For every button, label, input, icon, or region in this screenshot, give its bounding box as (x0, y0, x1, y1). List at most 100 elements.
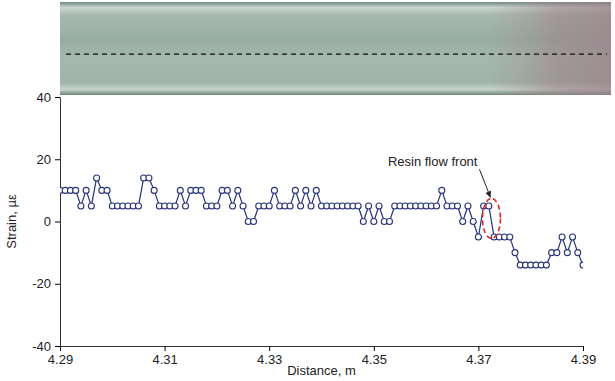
data-point (308, 203, 314, 209)
y-tick: 20 (37, 152, 60, 167)
x-axis-title: Distance, m (287, 363, 356, 378)
x-tick-label: 4.37 (466, 352, 491, 367)
x-tick-mark (374, 346, 375, 351)
y-axis-title: Strain, µε (4, 194, 19, 249)
y-tick: 40 (37, 90, 60, 105)
annotation: Resin flow front (388, 154, 501, 238)
data-point (151, 187, 157, 193)
x-tick-label: 4.35 (362, 352, 387, 367)
x-tick-mark (478, 346, 479, 351)
data-point (198, 187, 204, 193)
data-point (355, 203, 361, 209)
x-tick: 4.33 (257, 346, 282, 367)
data-point (235, 187, 241, 193)
x-tick-label: 4.33 (257, 352, 282, 367)
data-point (470, 219, 476, 225)
data-point (224, 187, 230, 193)
x-axis-line (61, 347, 584, 352)
data-point (73, 187, 79, 193)
x-tick: 4.35 (362, 346, 387, 367)
x-tick-label: 4.31 (152, 352, 177, 367)
y-tick-mark (55, 159, 60, 160)
data-point (570, 234, 576, 240)
y-tick-mark (55, 222, 60, 223)
x-tick-label: 4.39 (571, 352, 596, 367)
data-point (251, 219, 257, 225)
y-tick-label: 20 (37, 152, 51, 167)
y-tick-label: -40 (32, 339, 51, 354)
data-point (439, 187, 445, 193)
photo-strip (60, 2, 611, 95)
data-point (292, 187, 298, 193)
annotation-arrow (479, 169, 490, 197)
chart: 4.29 4.31 4.33 4.35 4.37 4.39 -40 -20 0 20 40 Dista… (0, 0, 615, 381)
x-tick: 4.31 (152, 346, 177, 367)
x-tick-mark (269, 346, 270, 351)
plot-marks (60, 175, 583, 268)
data-point (78, 203, 84, 209)
data-point (146, 175, 152, 181)
fiber-line (66, 53, 607, 54)
data-point (303, 187, 309, 193)
y-tick-label: 0 (44, 214, 51, 229)
highlight-ellipse (482, 198, 500, 238)
annotation-text: Resin flow front (388, 154, 478, 169)
annotation-arrowhead (485, 191, 491, 198)
photo-tint (60, 2, 611, 95)
data-point (507, 234, 513, 240)
data-point (559, 234, 565, 240)
data-point (298, 203, 304, 209)
data-point (554, 250, 560, 256)
data-point (240, 203, 246, 209)
data-point (214, 203, 220, 209)
data-point (88, 203, 94, 209)
data-point (575, 250, 581, 256)
y-tick: 0 (44, 214, 60, 229)
data-point (266, 203, 272, 209)
data-point (434, 203, 440, 209)
data-point (512, 250, 518, 256)
plot-area (60, 97, 583, 346)
x-tick: 4.37 (466, 346, 491, 367)
y-tick-label: -20 (32, 276, 51, 291)
data-point (543, 262, 549, 268)
data-point (486, 203, 492, 209)
y-tick-mark (55, 346, 60, 347)
data-point (386, 219, 392, 225)
data-point (475, 234, 481, 240)
y-tick-mark (55, 284, 60, 285)
data-point (271, 187, 277, 193)
y-tick-mark (55, 97, 60, 98)
data-point (183, 203, 189, 209)
x-tick: 4.29 (48, 346, 73, 367)
y-axis: -40 -20 0 20 40 (32, 90, 60, 354)
data-point (580, 262, 583, 268)
photo (60, 2, 611, 95)
data-point (371, 219, 377, 225)
data-point (376, 203, 382, 209)
data-point (135, 203, 141, 209)
data-point (104, 187, 110, 193)
data-point (360, 219, 366, 225)
data-point (366, 203, 372, 209)
y-axis-line (55, 98, 61, 347)
y-tick: -20 (32, 276, 60, 291)
data-point (564, 250, 570, 256)
data-point (177, 187, 183, 193)
data-point (454, 203, 460, 209)
data-point (313, 187, 319, 193)
data-point (172, 203, 178, 209)
data-point (287, 203, 293, 209)
data-point (230, 203, 236, 209)
data-point (94, 175, 100, 181)
data-point (83, 187, 89, 193)
x-tick-label: 4.29 (48, 352, 73, 367)
data-point (460, 219, 466, 225)
x-tick: 4.39 (571, 346, 596, 367)
x-tick-mark (165, 346, 166, 351)
y-tick-label: 40 (37, 90, 51, 105)
data-point (465, 203, 471, 209)
x-tick-mark (583, 346, 584, 351)
y-tick: -40 (32, 339, 60, 354)
series-line (60, 178, 583, 265)
